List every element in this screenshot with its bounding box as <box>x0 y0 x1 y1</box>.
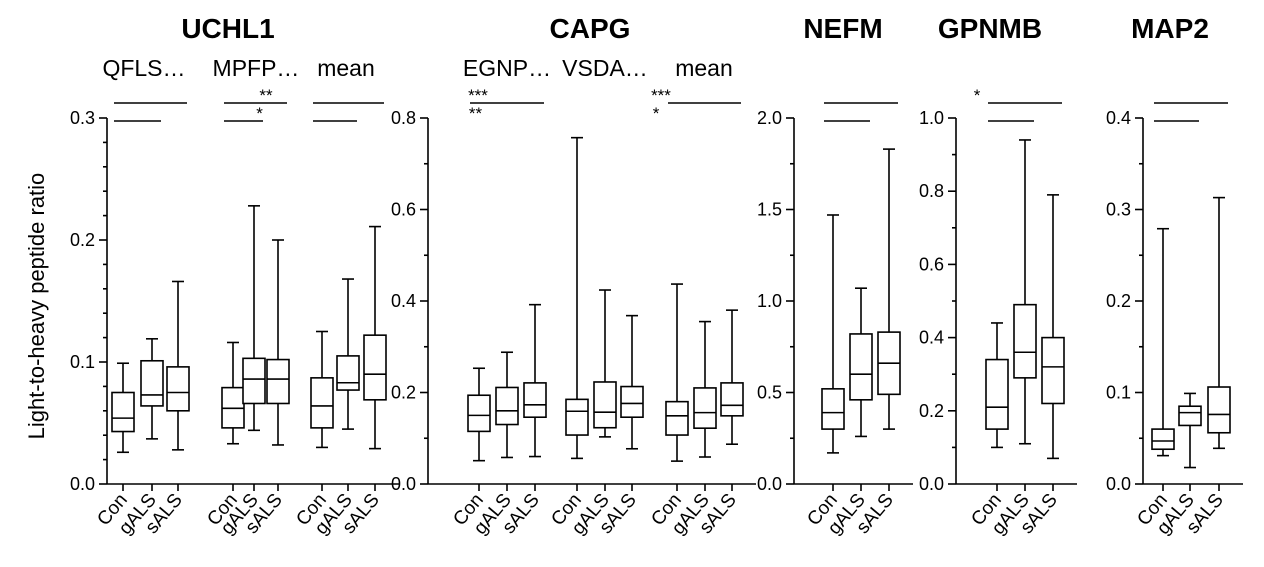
group-label: EGNP… <box>463 55 551 81</box>
significance-label: ** <box>469 104 483 123</box>
box-iqr <box>363 334 387 401</box>
panel-title: MAP2 <box>1131 13 1209 44</box>
y-tick-label: 0.2 <box>1106 291 1131 311</box>
box-con: Con <box>449 367 491 530</box>
group-label: MPFP… <box>213 55 300 81</box>
significance-label: * <box>653 104 660 123</box>
box-iqr <box>310 377 334 429</box>
box-gals: gALS <box>217 205 266 539</box>
significance-label: * <box>974 86 981 105</box>
group-label: mean <box>317 55 375 81</box>
y-tick-label: 0.0 <box>1106 474 1131 494</box>
significance-label: * <box>256 104 263 123</box>
group-label: QFLS… <box>102 55 185 81</box>
y-tick-label: 0.2 <box>391 383 416 403</box>
box-con: Con <box>647 283 689 530</box>
panel-capg: CAPG0.00.20.40.60.8EGNP…CongALSsALS*VSDA… <box>391 13 981 539</box>
y-tick-label: 2.0 <box>757 108 782 128</box>
box-iqr <box>720 382 744 417</box>
y-tick-label: 0.6 <box>919 254 944 274</box>
y-tick-label: 0.3 <box>1106 200 1131 220</box>
panel-title: GPNMB <box>938 13 1042 44</box>
significance-label: ** <box>259 86 273 105</box>
y-axis-title: Light-to-heavy peptide ratio <box>24 173 49 440</box>
box-iqr <box>111 391 135 433</box>
box-iqr <box>985 358 1009 430</box>
box-iqr <box>166 366 190 412</box>
box-iqr <box>565 398 589 436</box>
box-con: Con <box>93 362 135 530</box>
box-iqr <box>467 394 491 433</box>
box-iqr <box>1178 405 1202 427</box>
box-gals: gALS <box>988 139 1037 539</box>
y-tick-label: 0.1 <box>70 352 95 372</box>
box-iqr <box>336 355 360 391</box>
y-tick-label: 0.2 <box>919 401 944 421</box>
y-tick-label: 1.0 <box>757 291 782 311</box>
box-iqr <box>1041 336 1065 405</box>
y-tick-label: 0.5 <box>757 383 782 403</box>
box-iqr <box>849 333 873 401</box>
box-iqr <box>620 385 644 419</box>
significance-label: *** <box>468 86 488 105</box>
y-tick-label: 1.5 <box>757 200 782 220</box>
box-con: Con <box>803 214 845 530</box>
y-tick-label: 0.1 <box>1106 383 1131 403</box>
y-tick-label: 0.4 <box>391 291 416 311</box>
chart-panels: UCHL10.00.10.20.3QFLS…CongALSsALS***MPFP… <box>70 13 1243 539</box>
box-iqr <box>665 400 689 436</box>
y-tick-label: 0.6 <box>391 200 416 220</box>
box-iqr <box>266 358 290 405</box>
y-tick-label: 0.2 <box>70 230 95 250</box>
significance-label: *** <box>651 86 671 105</box>
group-label: mean <box>675 55 733 81</box>
y-tick-label: 0.4 <box>919 328 944 348</box>
box-con: Con <box>292 330 334 530</box>
y-tick-label: 0.8 <box>391 108 416 128</box>
box-iqr <box>1151 428 1175 451</box>
box-iqr <box>593 381 617 429</box>
y-tick-label: 0.3 <box>70 108 95 128</box>
y-tick-label: 0.0 <box>70 474 95 494</box>
box-iqr <box>140 359 164 407</box>
box-con: Con <box>967 322 1009 530</box>
panel-uchl1: UCHL10.00.10.20.3QFLS…CongALSsALS***MPFP… <box>70 13 671 539</box>
box-iqr <box>242 357 266 405</box>
box-iqr <box>523 382 547 419</box>
y-tick-label: 1.0 <box>919 108 944 128</box>
y-tick-label: 0.0 <box>391 474 416 494</box>
y-tick-label: 0.0 <box>757 474 782 494</box>
box-iqr <box>821 388 845 430</box>
panel-title: UCHL1 <box>181 13 274 44</box>
box-iqr <box>1013 303 1037 379</box>
panel-title: NEFM <box>803 13 882 44</box>
box-con: Con <box>547 136 589 530</box>
y-tick-label: 0.8 <box>919 181 944 201</box>
y-tick-label: 0.0 <box>919 474 944 494</box>
box-iqr <box>495 386 519 426</box>
box-iqr <box>1207 386 1231 434</box>
box-iqr <box>693 387 717 429</box>
y-tick-label: 0.4 <box>1106 108 1131 128</box>
group-label: VSDA… <box>562 55 648 81</box>
panel-title: CAPG <box>550 13 631 44</box>
